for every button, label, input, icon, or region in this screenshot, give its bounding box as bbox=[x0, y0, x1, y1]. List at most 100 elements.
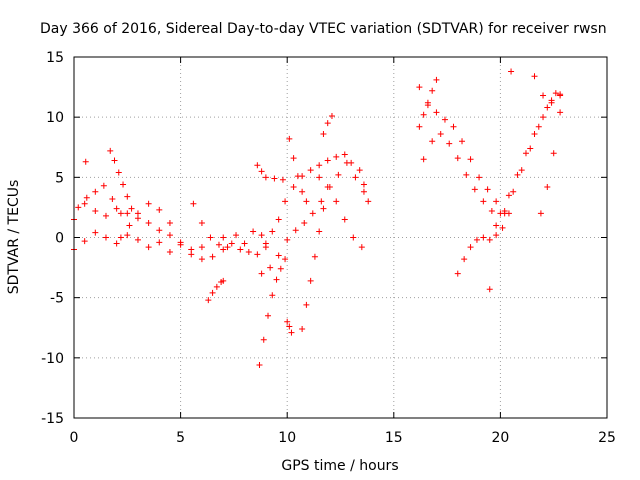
data-point bbox=[233, 232, 240, 239]
data-point bbox=[527, 145, 534, 152]
x-tick-label: 5 bbox=[176, 430, 185, 446]
data-point bbox=[286, 323, 293, 330]
data-point bbox=[213, 283, 220, 290]
data-point bbox=[166, 232, 173, 239]
data-point bbox=[286, 135, 293, 142]
data-point bbox=[429, 87, 436, 94]
data-point bbox=[316, 162, 323, 169]
data-point bbox=[540, 92, 547, 99]
data-point bbox=[309, 210, 316, 217]
data-point bbox=[279, 176, 286, 183]
data-point bbox=[324, 120, 331, 127]
data-point bbox=[544, 104, 551, 111]
x-tick-labels: 0 5 10 15 20 25 bbox=[70, 430, 616, 446]
data-point bbox=[416, 123, 423, 130]
data-point bbox=[273, 276, 280, 283]
y-tick-label: 15 bbox=[46, 50, 64, 66]
series-s9 bbox=[82, 158, 89, 165]
data-point bbox=[267, 264, 274, 271]
data-point bbox=[522, 150, 529, 157]
data-point bbox=[265, 312, 272, 319]
data-point bbox=[166, 220, 173, 227]
data-point bbox=[318, 198, 325, 205]
data-point bbox=[92, 188, 99, 195]
data-point bbox=[535, 123, 542, 130]
series-s3 bbox=[75, 182, 124, 217]
data-point bbox=[441, 116, 448, 123]
data-point bbox=[505, 210, 512, 217]
data-point bbox=[493, 198, 500, 205]
data-point bbox=[113, 240, 120, 247]
data-point bbox=[117, 234, 124, 241]
x-axis-label: GPS time / hours bbox=[281, 458, 398, 474]
data-point bbox=[420, 156, 427, 163]
data-point bbox=[220, 246, 227, 253]
data-point bbox=[320, 205, 327, 212]
data-point bbox=[260, 336, 267, 343]
x-tick-label: 10 bbox=[278, 430, 296, 446]
data-point bbox=[92, 208, 99, 215]
data-point bbox=[459, 138, 466, 145]
x-tick-label: 20 bbox=[491, 430, 509, 446]
data-point bbox=[117, 210, 124, 217]
series-s16 bbox=[284, 318, 295, 336]
data-point bbox=[256, 362, 263, 369]
data-point bbox=[311, 253, 318, 260]
data-point bbox=[81, 200, 88, 207]
data-point bbox=[499, 224, 506, 231]
data-point bbox=[124, 210, 131, 217]
series-s6 bbox=[190, 200, 265, 251]
series-s26 bbox=[537, 109, 564, 217]
data-point bbox=[166, 248, 173, 255]
data-point bbox=[83, 194, 90, 201]
data-point bbox=[365, 198, 372, 205]
data-point bbox=[209, 289, 216, 296]
data-point bbox=[209, 253, 216, 260]
data-point bbox=[75, 204, 82, 211]
series-s28 bbox=[486, 286, 493, 293]
data-point bbox=[177, 241, 184, 248]
data-point bbox=[454, 270, 461, 277]
data-point bbox=[480, 234, 487, 241]
data-point bbox=[288, 329, 295, 336]
data-point bbox=[134, 210, 141, 217]
data-point bbox=[224, 244, 231, 251]
data-point bbox=[416, 84, 423, 91]
data-point bbox=[228, 240, 235, 247]
data-point bbox=[557, 109, 564, 116]
data-point bbox=[341, 216, 348, 223]
data-point bbox=[113, 205, 120, 212]
data-point bbox=[508, 68, 515, 75]
y-axis-label: SDTVAR / TECUs bbox=[6, 180, 22, 295]
data-point bbox=[467, 156, 474, 163]
series-s4 bbox=[107, 147, 135, 212]
series-s24 bbox=[493, 90, 559, 229]
data-point bbox=[241, 240, 248, 247]
data-point bbox=[531, 131, 538, 138]
data-point bbox=[461, 256, 468, 263]
data-point bbox=[537, 210, 544, 217]
data-point bbox=[493, 232, 500, 239]
data-point bbox=[473, 236, 480, 243]
data-point bbox=[348, 159, 355, 166]
data-point bbox=[307, 277, 314, 284]
y-tick-label: -15 bbox=[41, 411, 64, 427]
data-point bbox=[484, 186, 491, 193]
series-s21 bbox=[420, 91, 564, 217]
y-tick-label: -10 bbox=[41, 351, 64, 367]
data-point bbox=[290, 155, 297, 162]
data-point bbox=[299, 325, 306, 332]
axis-ticks bbox=[73, 56, 608, 419]
data-point bbox=[258, 168, 265, 175]
data-point bbox=[550, 150, 557, 157]
data-point bbox=[277, 265, 284, 272]
data-point bbox=[271, 175, 278, 182]
series-s5 bbox=[117, 200, 173, 241]
data-point bbox=[102, 212, 109, 219]
grid bbox=[74, 57, 607, 418]
data-point bbox=[356, 167, 363, 174]
data-point bbox=[360, 188, 367, 195]
data-point bbox=[335, 171, 342, 178]
data-point bbox=[505, 192, 512, 199]
data-point bbox=[548, 97, 555, 104]
